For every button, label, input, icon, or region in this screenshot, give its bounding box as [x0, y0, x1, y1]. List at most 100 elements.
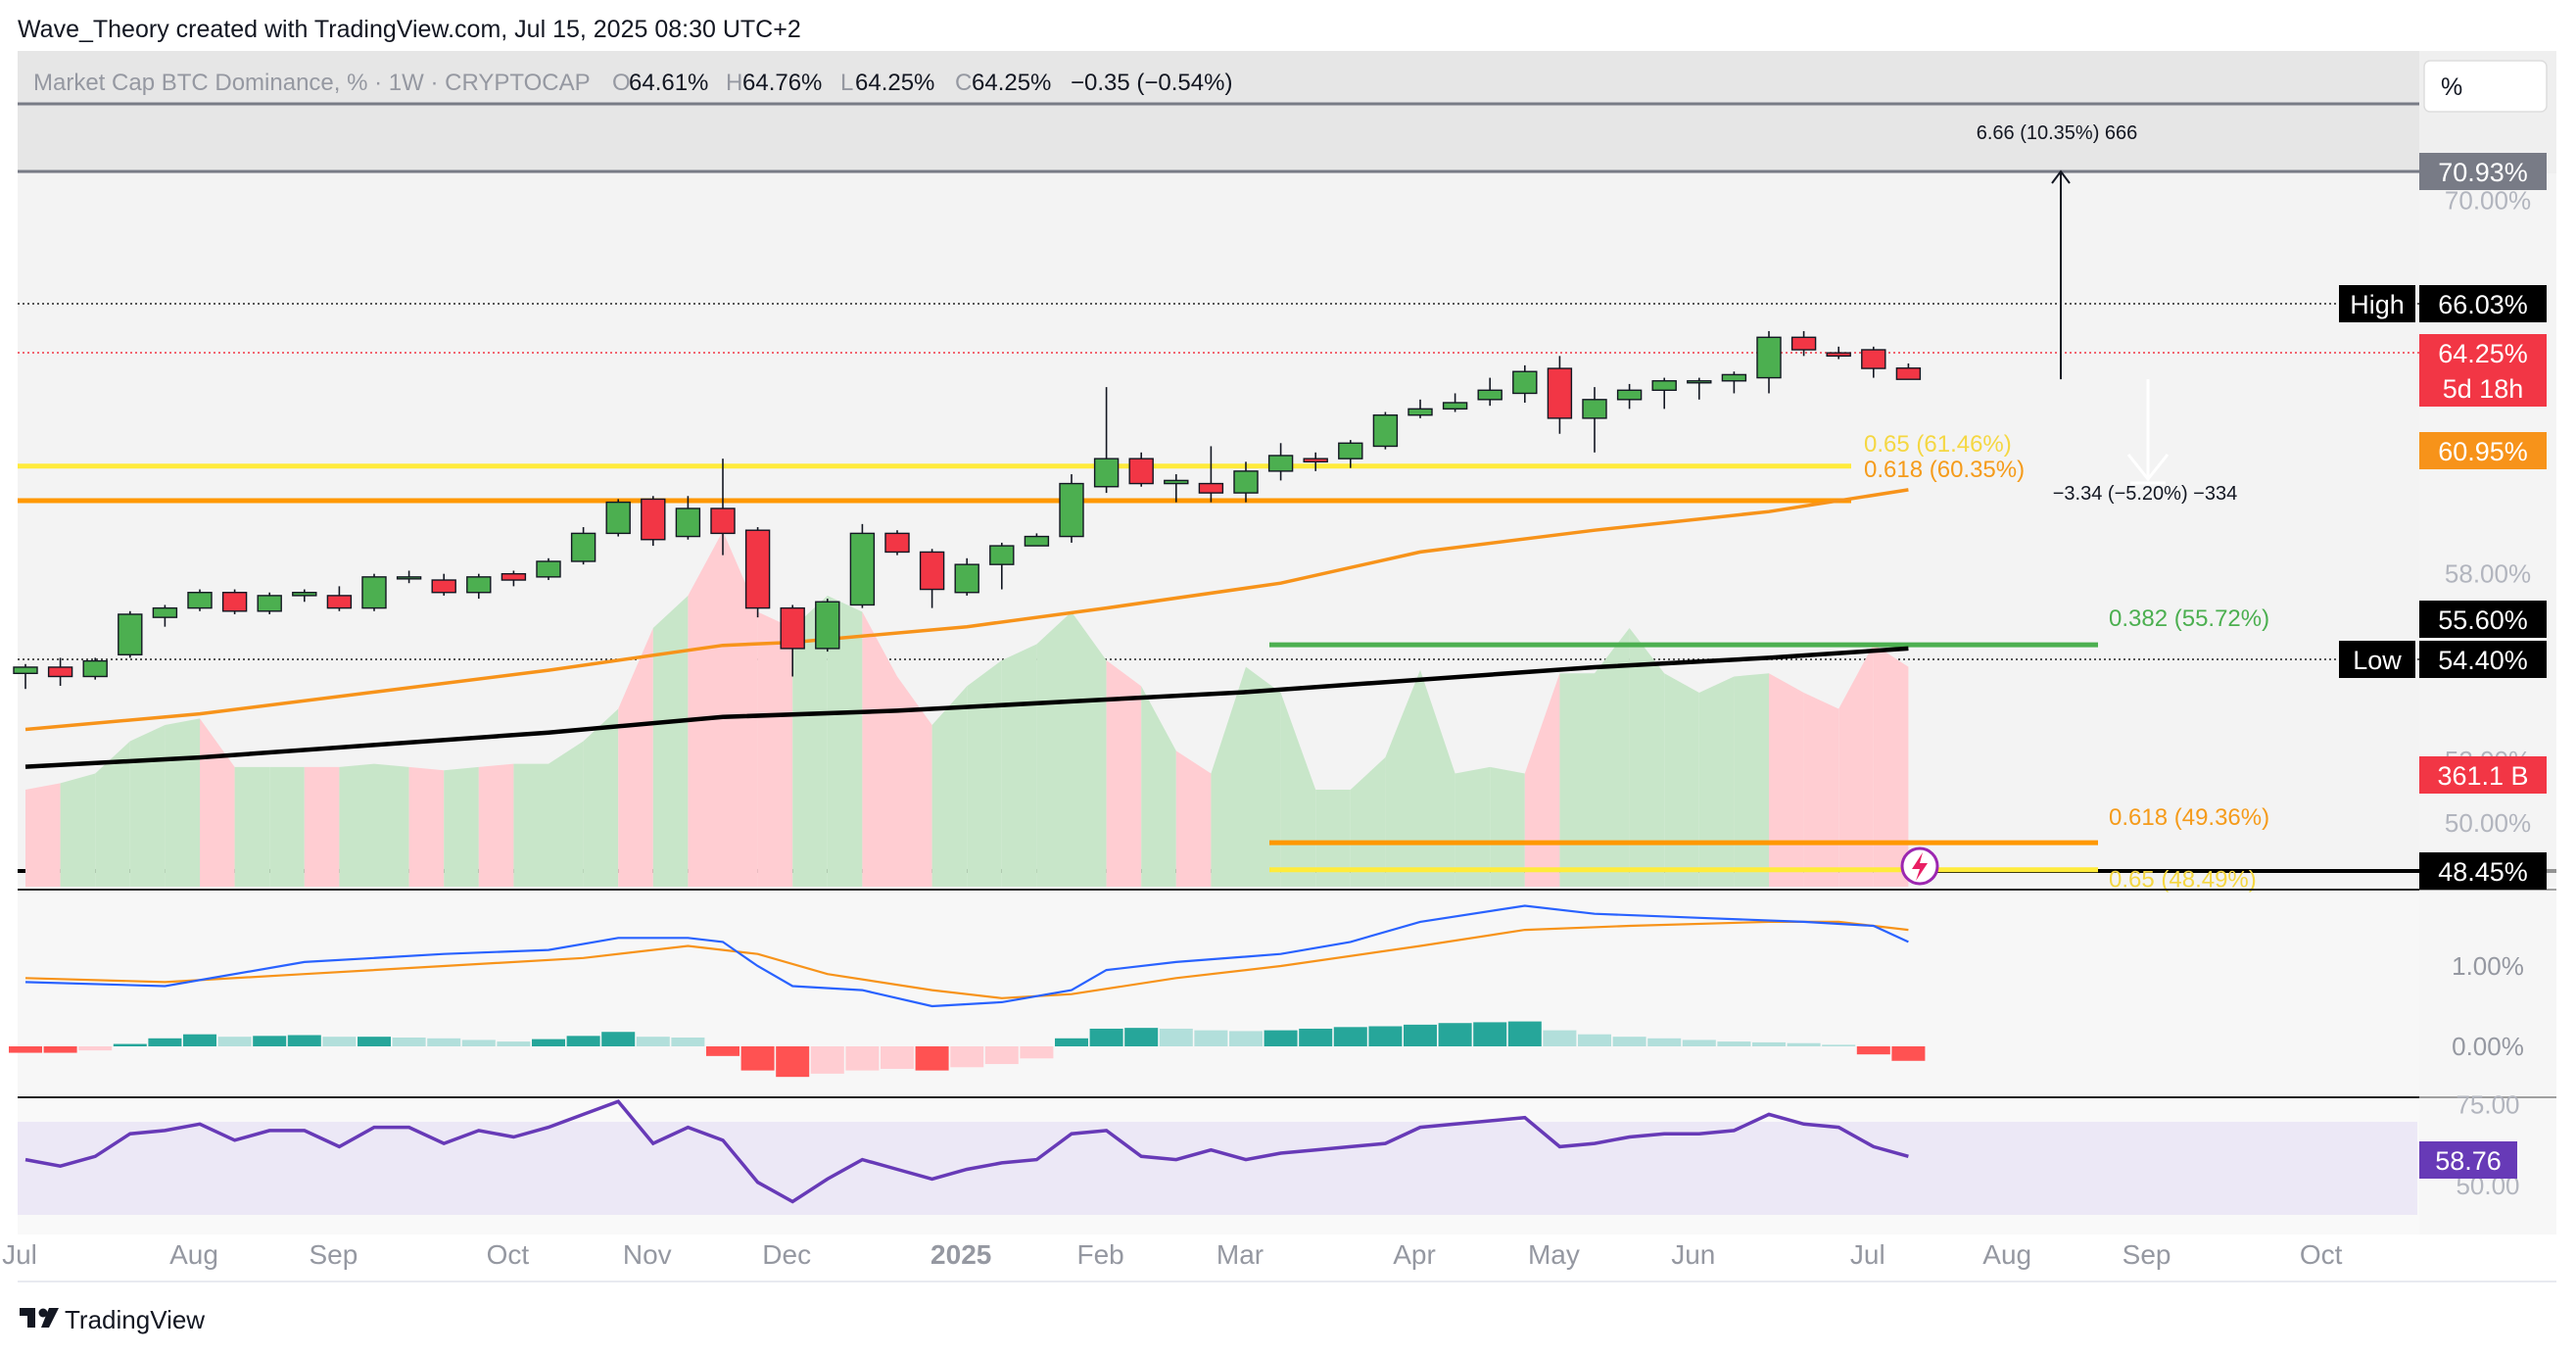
macd-histogram-bar	[740, 1046, 775, 1071]
macd-histogram-bar	[671, 1037, 705, 1046]
sma-black-line	[24, 646, 1909, 769]
candle-bull	[1582, 399, 1607, 419]
measure-down-label: −3.34 (−5.20%) −334	[2053, 483, 2237, 505]
candle-bull	[989, 545, 1015, 565]
macd-histogram-bar	[461, 1040, 496, 1046]
volume-segment	[444, 766, 479, 887]
macd-histogram-bar	[1682, 1040, 1716, 1046]
candle-bull	[257, 595, 282, 612]
volume-segment	[200, 718, 235, 887]
macd-histogram-bar	[706, 1046, 739, 1056]
volume-segment	[1072, 611, 1107, 887]
volume-segment	[549, 741, 584, 887]
volume-segment	[25, 783, 61, 887]
measure-up-label: 6.66 (10.35%) 666	[1977, 122, 2138, 144]
macd-histogram-bar	[636, 1037, 670, 1046]
macd-histogram-bar	[9, 1046, 42, 1053]
macd-histogram-bar	[322, 1037, 357, 1046]
volume-segment	[129, 725, 166, 887]
volume-segment	[1490, 766, 1525, 887]
fib-level-label: 0.382 (55.72%)	[2109, 605, 2269, 632]
price-label-text: 60.95%	[2438, 437, 2528, 466]
fib-level-label: 0.65 (61.46%)	[1864, 431, 2012, 458]
hilo-tag-box	[2339, 285, 2415, 322]
volume-segment	[1280, 693, 1316, 887]
macd-histogram-bar	[287, 1035, 321, 1046]
macd-histogram-bar	[1020, 1046, 1054, 1059]
percent-scale-label: %	[2441, 73, 2462, 101]
measure-down-arrowhead	[2126, 454, 2170, 482]
change-value: −0.35 (−0.54%)	[1071, 70, 1232, 96]
candle-bull	[1687, 380, 1712, 384]
tradingview-logo[interactable]: TradingView	[20, 1305, 205, 1334]
time-axis-label: Jul	[1850, 1239, 1885, 1270]
volume-segment	[1524, 673, 1560, 887]
time-axis-label: Sep	[309, 1239, 358, 1270]
candle-bull	[815, 601, 840, 650]
candle-bull	[152, 606, 178, 618]
macd-histogram-bar	[984, 1046, 1019, 1065]
candle-bull	[1721, 373, 1747, 382]
time-axis-label: May	[1528, 1239, 1580, 1270]
candle-bear	[1547, 367, 1573, 419]
rsi-band	[18, 1122, 2417, 1215]
macd-histogram-bar	[1578, 1034, 1611, 1046]
volume-label-text: 361.1 B	[2437, 761, 2528, 791]
close-value: 64.25%	[972, 70, 1051, 96]
macd-signal-line	[24, 920, 1909, 999]
time-axis-label: Jul	[2, 1239, 37, 1270]
macd-histogram-bar	[497, 1041, 531, 1046]
candle-bull	[675, 508, 701, 538]
volume-segment	[513, 763, 549, 887]
volume-segment	[931, 686, 968, 887]
volume-segment	[652, 596, 689, 887]
macd-histogram-bar	[183, 1034, 216, 1046]
volume-segment	[967, 660, 1002, 887]
macd-histogram-bar	[1124, 1028, 1159, 1046]
rsi-axis-tick: 75.00	[2456, 1090, 2519, 1120]
rsi-label-box	[2419, 1141, 2517, 1179]
macd-histogram-bar	[1368, 1026, 1403, 1046]
time-axis-label: Mar	[1216, 1239, 1264, 1270]
volume-segment	[897, 676, 932, 887]
price-label-text: 66.03%	[2438, 290, 2528, 319]
measure-tools: 6.66 (10.35%) 666 −3.34 (−5.20%) −334	[1977, 122, 2238, 505]
candle-bear	[919, 551, 945, 591]
candle-bull	[292, 592, 317, 597]
high-value: 64.76%	[742, 70, 822, 96]
volume-segment	[1036, 611, 1072, 887]
low-value: 64.25%	[855, 70, 934, 96]
volume-segment	[1420, 669, 1455, 887]
macd-histogram-bar	[427, 1038, 461, 1046]
candle-bull	[1338, 442, 1363, 459]
price-label-box	[2419, 641, 2547, 678]
volume-segment	[1698, 676, 1735, 887]
candle-bull	[1093, 458, 1120, 488]
volume-segment	[1803, 693, 1839, 887]
macd-histogram-bar	[358, 1037, 391, 1046]
upper-shade-zone	[18, 51, 2556, 173]
candle-bull	[82, 659, 108, 678]
volume-segment	[688, 531, 723, 887]
volume-segment	[234, 766, 270, 887]
volume-segment	[757, 611, 793, 887]
tradingview-wordmark: TradingView	[65, 1305, 205, 1334]
candle-bull	[536, 560, 561, 578]
macd-histogram-bar	[1194, 1030, 1228, 1046]
candle-bull	[1024, 535, 1050, 547]
macd-histogram-bar	[1507, 1021, 1542, 1046]
volume-segment	[1664, 673, 1699, 887]
volume-segment	[1455, 766, 1491, 887]
alert-lightning-icon[interactable]	[1900, 846, 1939, 886]
candle-bear	[1895, 367, 1922, 380]
candle-bull	[1059, 482, 1084, 538]
volume-segment	[1350, 757, 1386, 887]
moving-averages	[24, 488, 1909, 769]
price-label-box	[2419, 601, 2547, 638]
candle-bear	[431, 579, 456, 594]
time-axis-label: Oct	[487, 1239, 530, 1270]
percent-scale-button[interactable]: %	[2423, 60, 2548, 113]
candle-bull	[1442, 402, 1468, 411]
volume-segment	[95, 741, 130, 887]
